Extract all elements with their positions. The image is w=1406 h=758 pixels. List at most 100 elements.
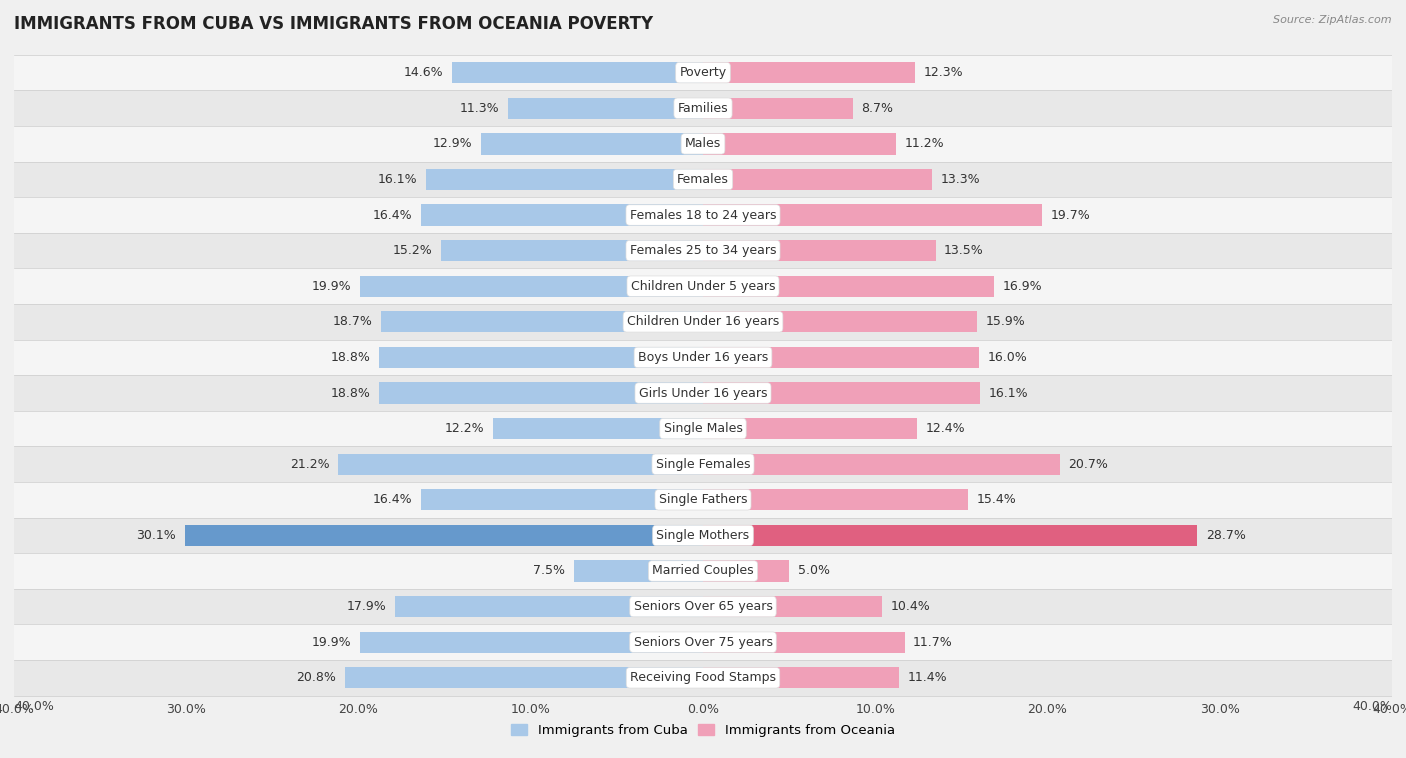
Text: Poverty: Poverty (679, 66, 727, 79)
Bar (703, 346, 979, 368)
Text: 16.1%: 16.1% (988, 387, 1029, 399)
Bar (703, 667, 900, 688)
Text: Single Males: Single Males (664, 422, 742, 435)
Bar (14, 589, 1392, 625)
Text: 15.2%: 15.2% (392, 244, 433, 257)
Text: 28.7%: 28.7% (1206, 529, 1246, 542)
Text: 8.7%: 8.7% (862, 102, 893, 114)
Bar (14, 553, 1392, 589)
Text: 40.0%: 40.0% (14, 700, 53, 713)
Text: Families: Families (678, 102, 728, 114)
Text: Receiving Food Stamps: Receiving Food Stamps (630, 672, 776, 684)
Bar (14, 268, 1392, 304)
Bar (509, 98, 703, 119)
Text: 30.1%: 30.1% (136, 529, 176, 542)
Bar (703, 133, 896, 155)
Bar (703, 418, 917, 440)
Text: 16.1%: 16.1% (377, 173, 418, 186)
Bar (703, 311, 977, 333)
Bar (14, 518, 1392, 553)
Text: 18.7%: 18.7% (332, 315, 373, 328)
Text: 10.4%: 10.4% (891, 600, 931, 613)
Bar (420, 205, 703, 226)
Text: 11.4%: 11.4% (908, 672, 948, 684)
Text: Females: Females (678, 173, 728, 186)
Text: Seniors Over 75 years: Seniors Over 75 years (634, 636, 772, 649)
Text: 11.3%: 11.3% (460, 102, 499, 114)
Text: 21.2%: 21.2% (290, 458, 329, 471)
Bar (14, 340, 1392, 375)
Bar (703, 169, 932, 190)
Text: Single Fathers: Single Fathers (659, 493, 747, 506)
Bar (703, 453, 1060, 475)
Text: Children Under 16 years: Children Under 16 years (627, 315, 779, 328)
Bar (426, 169, 703, 190)
Text: 12.2%: 12.2% (444, 422, 484, 435)
Bar (14, 90, 1392, 126)
Text: 19.7%: 19.7% (1050, 208, 1091, 221)
Text: 13.5%: 13.5% (945, 244, 984, 257)
Bar (395, 596, 703, 617)
Bar (380, 346, 703, 368)
Text: Seniors Over 65 years: Seniors Over 65 years (634, 600, 772, 613)
Text: Single Females: Single Females (655, 458, 751, 471)
Text: 20.7%: 20.7% (1069, 458, 1108, 471)
Text: Single Mothers: Single Mothers (657, 529, 749, 542)
Bar (451, 62, 703, 83)
Bar (360, 276, 703, 297)
Bar (14, 161, 1392, 197)
Bar (14, 233, 1392, 268)
Text: 16.4%: 16.4% (373, 493, 412, 506)
Bar (14, 375, 1392, 411)
Bar (381, 311, 703, 333)
Bar (703, 276, 994, 297)
Bar (337, 453, 703, 475)
Text: 12.9%: 12.9% (433, 137, 472, 150)
Text: 16.0%: 16.0% (987, 351, 1026, 364)
Text: Source: ZipAtlas.com: Source: ZipAtlas.com (1274, 15, 1392, 25)
Bar (14, 482, 1392, 518)
Bar (703, 240, 935, 262)
Bar (574, 560, 703, 581)
Text: 20.8%: 20.8% (297, 672, 336, 684)
Bar (14, 55, 1392, 90)
Bar (344, 667, 703, 688)
Text: 12.4%: 12.4% (925, 422, 965, 435)
Text: 5.0%: 5.0% (797, 565, 830, 578)
Text: 16.9%: 16.9% (1002, 280, 1042, 293)
Text: 16.4%: 16.4% (373, 208, 412, 221)
Text: 11.7%: 11.7% (912, 636, 953, 649)
Bar (703, 631, 904, 653)
Text: 18.8%: 18.8% (330, 387, 371, 399)
Bar (14, 660, 1392, 696)
Bar (481, 133, 703, 155)
Text: Males: Males (685, 137, 721, 150)
Text: Females 18 to 24 years: Females 18 to 24 years (630, 208, 776, 221)
Legend: Immigrants from Cuba, Immigrants from Oceania: Immigrants from Cuba, Immigrants from Oc… (506, 719, 900, 742)
Text: 15.4%: 15.4% (977, 493, 1017, 506)
Text: 14.6%: 14.6% (404, 66, 443, 79)
Text: Married Couples: Married Couples (652, 565, 754, 578)
Bar (703, 596, 882, 617)
Bar (703, 205, 1042, 226)
Text: Females 25 to 34 years: Females 25 to 34 years (630, 244, 776, 257)
Text: 15.9%: 15.9% (986, 315, 1025, 328)
Text: 12.3%: 12.3% (924, 66, 963, 79)
Bar (494, 418, 703, 440)
Bar (703, 98, 853, 119)
Bar (380, 382, 703, 404)
Bar (703, 489, 969, 510)
Text: 13.3%: 13.3% (941, 173, 980, 186)
Bar (703, 525, 1198, 546)
Text: 7.5%: 7.5% (533, 565, 565, 578)
Text: Boys Under 16 years: Boys Under 16 years (638, 351, 768, 364)
Bar (360, 631, 703, 653)
Bar (14, 197, 1392, 233)
Text: 18.8%: 18.8% (330, 351, 371, 364)
Bar (14, 411, 1392, 446)
Text: Girls Under 16 years: Girls Under 16 years (638, 387, 768, 399)
Text: 19.9%: 19.9% (312, 280, 352, 293)
Text: Children Under 5 years: Children Under 5 years (631, 280, 775, 293)
Bar (14, 625, 1392, 660)
Text: IMMIGRANTS FROM CUBA VS IMMIGRANTS FROM OCEANIA POVERTY: IMMIGRANTS FROM CUBA VS IMMIGRANTS FROM … (14, 15, 654, 33)
